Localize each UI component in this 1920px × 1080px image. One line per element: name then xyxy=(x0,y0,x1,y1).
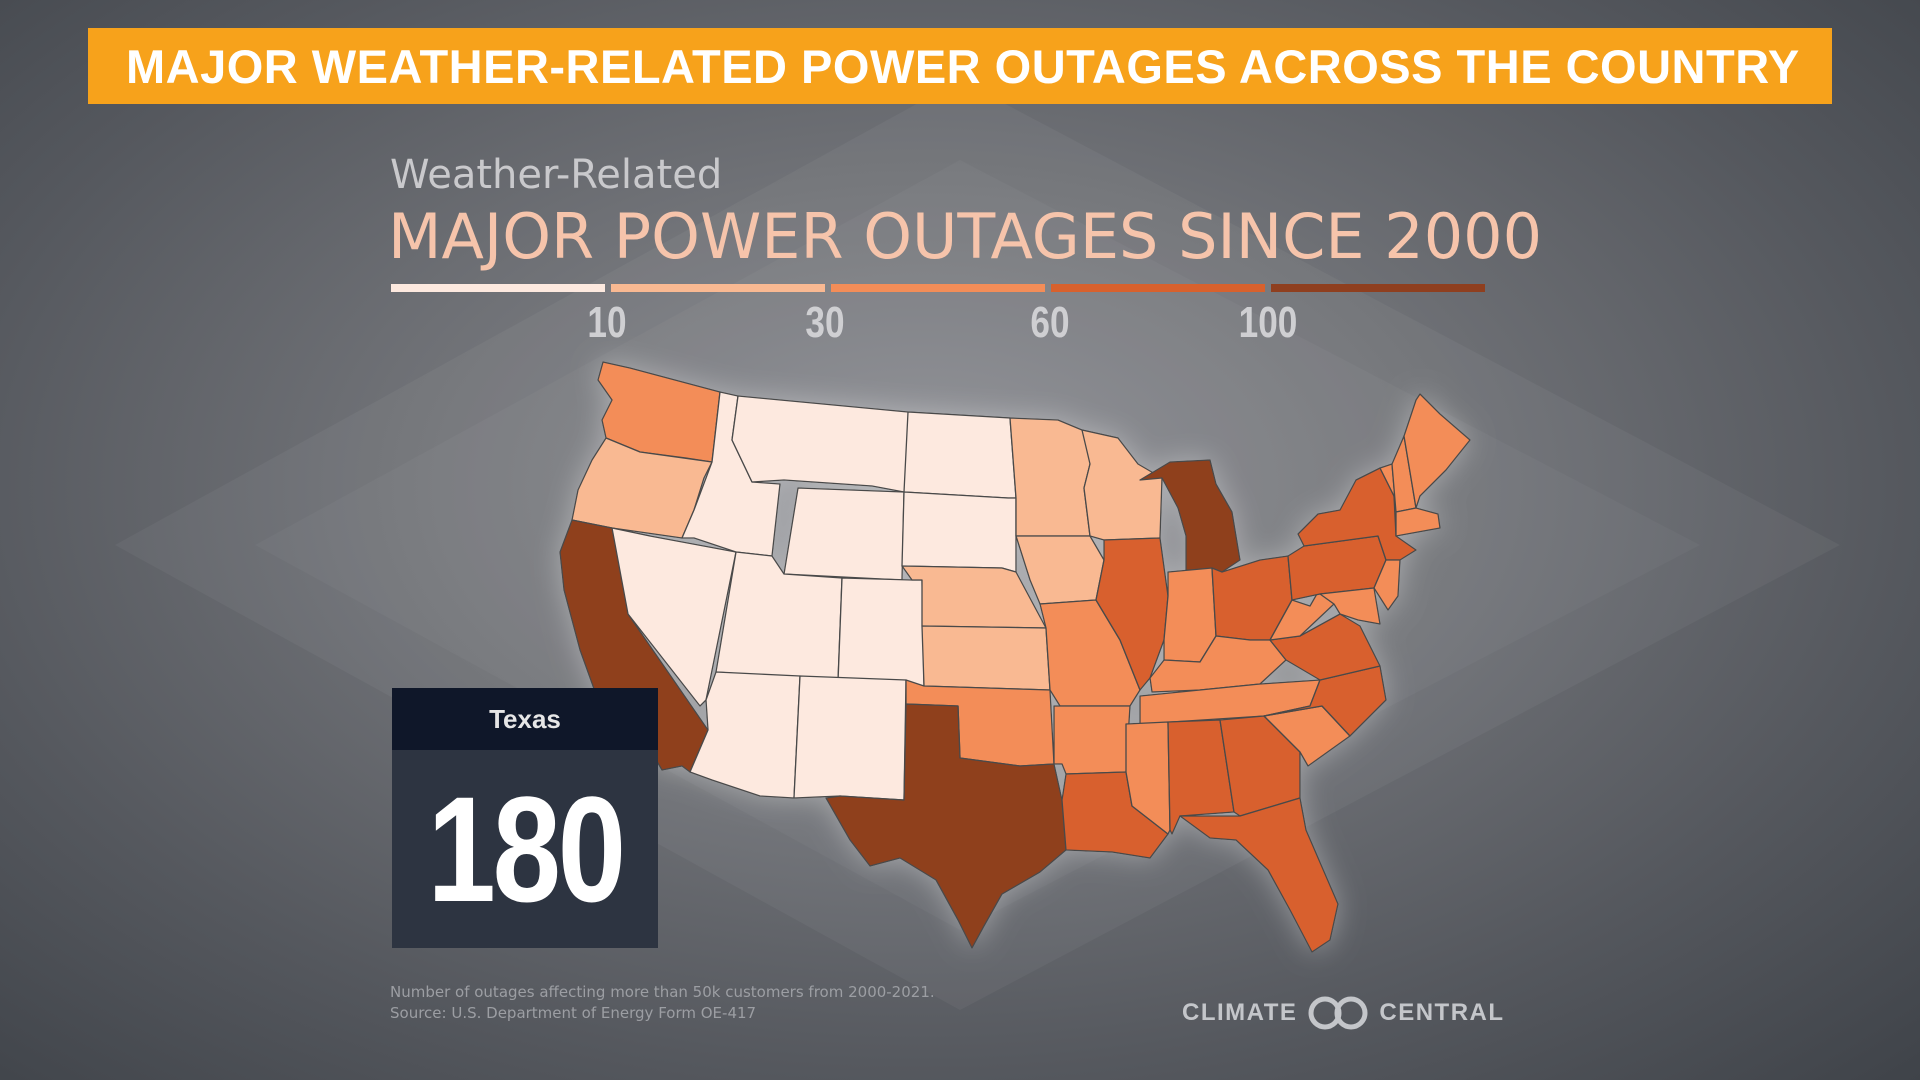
legend-swatch-2 xyxy=(831,284,1045,292)
chart-title: MAJOR POWER OUTAGES SINCE 2000 xyxy=(388,200,1543,273)
state-maine xyxy=(1403,393,1471,509)
state-texas xyxy=(825,703,1067,949)
state-wisconsin xyxy=(1081,429,1163,541)
state-new-jersey xyxy=(1373,559,1401,611)
state-massachusetts xyxy=(1395,507,1441,537)
banner-title: MAJOR WEATHER-RELATED POWER OUTAGES ACRO… xyxy=(126,39,1800,93)
state-callout: Texas 180 xyxy=(392,688,658,948)
legend-tick-10: 10 xyxy=(587,298,627,347)
callout-value: 180 xyxy=(427,764,626,933)
state-illinois xyxy=(1095,537,1169,691)
legend-swatch-3 xyxy=(1051,284,1265,292)
callout-value-box: 180 xyxy=(392,750,658,948)
state-arkansas xyxy=(1053,705,1131,775)
climate-central-logo: CLIMATE CENTRAL xyxy=(1182,996,1505,1030)
state-florida xyxy=(1179,797,1339,953)
state-south-dakota xyxy=(901,491,1017,573)
state-maryland xyxy=(1319,587,1381,625)
state-north-carolina xyxy=(1263,665,1387,737)
footnote-line-1: Number of outages affecting more than 50… xyxy=(390,983,935,1001)
footnote: Number of outages affecting more than 50… xyxy=(390,982,935,1024)
state-wyoming xyxy=(783,487,905,581)
state-virginia xyxy=(1269,613,1381,681)
state-new-mexico xyxy=(793,675,907,801)
header-banner: MAJOR WEATHER-RELATED POWER OUTAGES ACRO… xyxy=(88,28,1832,104)
state-nebraska xyxy=(901,565,1047,629)
legend-tick-100: 100 xyxy=(1238,298,1298,347)
chart-subtitle: Weather-Related xyxy=(390,152,723,198)
callout-state-name: Texas xyxy=(392,688,658,750)
state-kansas xyxy=(921,625,1051,691)
legend-swatch-0 xyxy=(391,284,605,292)
state-michigan xyxy=(1139,459,1241,573)
legend-swatch-1 xyxy=(611,284,825,292)
state-north-dakota xyxy=(903,411,1017,499)
legend-swatch-4 xyxy=(1271,284,1485,292)
legend-tick-60: 60 xyxy=(1030,298,1070,347)
logo-text-right: CENTRAL xyxy=(1379,999,1505,1026)
state-colorado xyxy=(837,577,925,687)
footnote-source: Source: U.S. Department of Energy Form O… xyxy=(390,1004,757,1022)
infinity-rings-icon xyxy=(1308,996,1368,1030)
logo-text-left: CLIMATE xyxy=(1182,999,1298,1026)
legend-tick-30: 30 xyxy=(805,298,845,347)
state-iowa xyxy=(1015,535,1105,605)
